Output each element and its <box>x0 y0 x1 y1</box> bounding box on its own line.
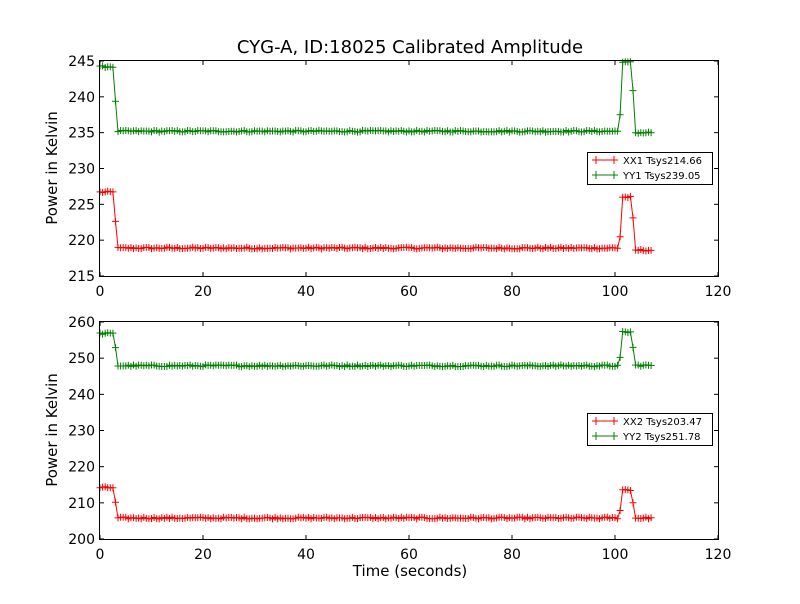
top-x-tick-label: 60 <box>400 284 418 300</box>
bottom-legend-marker-2 <box>592 432 618 440</box>
bottom-panel: Power in Kelvin Time (seconds) 0 20 40 60 80… <box>43 315 731 580</box>
bottom-x-tick-label: 120 <box>705 547 732 563</box>
bottom-series-1 <box>96 483 655 523</box>
bottom-legend-marker-1 <box>592 417 618 425</box>
bottom-series-2-point <box>616 353 624 361</box>
top-x-tick-label: 20 <box>194 284 212 300</box>
bottom-legend-box <box>587 413 713 446</box>
bottom-legend-label-1: XX2 Tsys203.47 <box>623 417 702 428</box>
top-x-tick-label: 40 <box>297 284 315 300</box>
bottom-series-1-point <box>629 499 637 507</box>
bottom-legend-label-2: YY2 Tsys251.78 <box>622 432 701 443</box>
top-y-tick-label: 235 <box>68 126 95 142</box>
bottom-x-tick-label: 20 <box>194 547 212 563</box>
top-y-tick-label: 245 <box>68 54 95 70</box>
bottom-series-2-point <box>614 361 622 369</box>
top-legend-marker-1 <box>592 156 618 164</box>
top-series-2-point <box>629 87 637 95</box>
bottom-x-tick-label: 80 <box>503 547 521 563</box>
bottom-series-1-point <box>112 498 119 506</box>
bottom-y-axis-label: Power in Kelvin <box>43 373 61 487</box>
top-y-tick-label: 215 <box>68 269 95 285</box>
bottom-legend-entry-2: YY2 Tsys251.78 <box>592 432 701 443</box>
bottom-plot-area <box>96 328 655 523</box>
bottom-y-tick-label: 200 <box>68 532 95 548</box>
top-legend-entry-1: XX1 Tsys214.66 <box>592 156 702 167</box>
bottom-ticks: 0 20 40 60 80 100 120 200 210 220 230 240 250 260 <box>68 315 731 563</box>
top-series-1-point <box>647 246 655 254</box>
bottom-series-2 <box>96 328 655 371</box>
top-series-2-point <box>614 127 622 135</box>
bottom-legend: XX2 Tsys203.47 YY2 Tsys251.78 <box>587 413 713 446</box>
bottom-y-tick-label: 260 <box>68 315 95 331</box>
top-series-2-point <box>616 111 624 119</box>
bottom-series-2-point <box>109 329 117 337</box>
top-series-2-point <box>626 58 634 66</box>
chart-title: CYG-A, ID:18025 Calibrated Amplitude <box>237 37 583 58</box>
top-series-1-point <box>626 192 634 200</box>
top-legend-label-1: XX1 Tsys214.66 <box>623 156 702 167</box>
top-series-1-point <box>629 214 637 222</box>
bottom-axes-frame <box>99 321 719 540</box>
top-x-tick-label: 100 <box>602 284 629 300</box>
top-axes-frame <box>99 60 719 277</box>
bottom-series-1-point <box>647 514 655 522</box>
bottom-y-tick-label: 220 <box>68 460 95 476</box>
bottom-series-2-point <box>629 343 637 351</box>
bottom-series-2-point <box>626 328 634 336</box>
top-plot-area <box>96 58 655 255</box>
top-series-2-point <box>647 129 655 137</box>
top-y-tick-label: 220 <box>68 233 95 249</box>
bottom-series-1-point <box>109 484 117 492</box>
bottom-x-tick-label: 60 <box>400 547 418 563</box>
bottom-series-1-point <box>614 515 622 523</box>
bottom-series-1-point <box>616 507 624 514</box>
top-x-tick-label: 120 <box>705 284 732 300</box>
top-y-axis-label: Power in Kelvin <box>43 111 61 225</box>
top-panel: CYG-A, ID:18025 Calibrated Amplitude Pow… <box>43 37 731 300</box>
top-legend-label-2: YY1 Tsys239.05 <box>622 171 701 182</box>
top-series-2 <box>96 58 655 137</box>
top-legend: XX1 Tsys214.66 YY1 Tsys239.05 <box>587 152 713 185</box>
top-series-1-point <box>614 244 622 252</box>
bottom-y-tick-label: 210 <box>68 496 95 512</box>
bottom-x-tick-label: 100 <box>602 547 629 563</box>
top-series-2-point <box>112 97 119 105</box>
bottom-y-tick-label: 250 <box>68 351 95 367</box>
bottom-y-tick-label: 240 <box>68 387 95 403</box>
top-x-tick-label: 0 <box>96 284 105 300</box>
top-series-1-point <box>109 188 117 196</box>
top-ticks: 0 20 40 60 80 100 120 215 220 225 230 235 240 245 <box>68 54 731 300</box>
top-legend-box <box>587 152 713 185</box>
x-axis-label: Time (seconds) <box>352 562 468 580</box>
top-x-tick-label: 80 <box>503 284 521 300</box>
top-legend-entry-2: YY1 Tsys239.05 <box>592 171 701 182</box>
bottom-y-tick-label: 230 <box>68 424 95 440</box>
top-series-2-point <box>109 63 117 71</box>
top-y-tick-label: 230 <box>68 162 95 178</box>
top-series-1 <box>96 187 655 255</box>
bottom-series-1-point <box>626 487 634 494</box>
bottom-series-2-point <box>112 344 119 352</box>
bottom-x-tick-label: 0 <box>96 547 105 563</box>
top-series-1-point <box>616 233 624 241</box>
top-series-1-point <box>112 217 119 225</box>
bottom-x-tick-label: 40 <box>297 547 315 563</box>
bottom-series-2-point <box>647 362 655 369</box>
top-legend-marker-2 <box>592 171 618 179</box>
bottom-legend-entry-1: XX2 Tsys203.47 <box>592 417 702 428</box>
top-y-tick-label: 240 <box>68 90 95 106</box>
top-y-tick-label: 225 <box>68 197 95 213</box>
